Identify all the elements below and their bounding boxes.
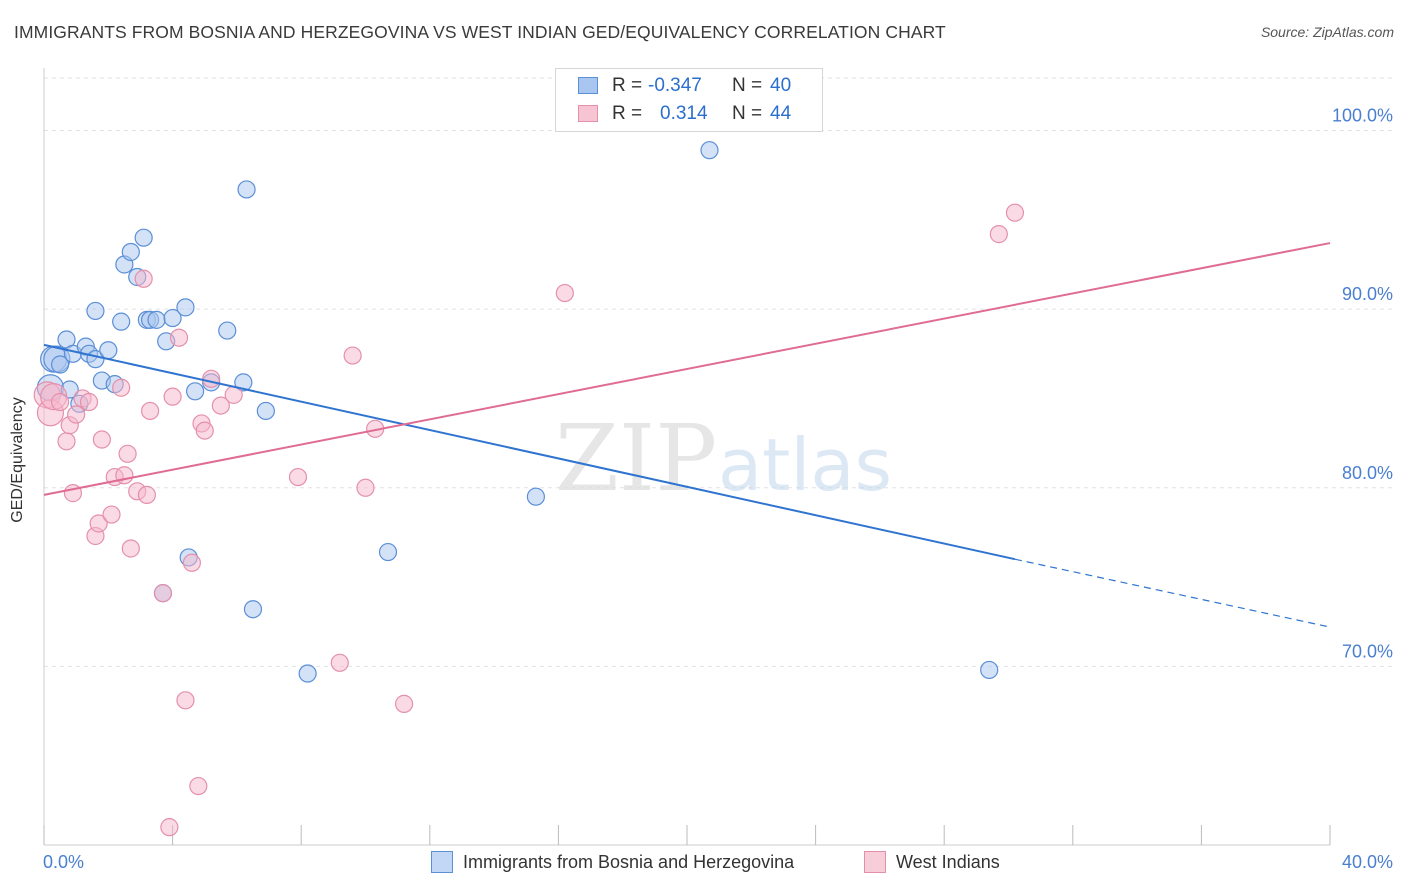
- data-point: [112, 312, 131, 331]
- data-point: [980, 660, 999, 680]
- data-point: [134, 269, 153, 288]
- data-point: [526, 487, 545, 506]
- stats-swatch-blue: [578, 77, 598, 94]
- legend-label-west-indians: West Indians: [896, 852, 1000, 872]
- source-label: Source: ZipAtlas.com: [1260, 24, 1394, 40]
- data-point: [700, 141, 719, 160]
- watermark-atlas: atlas: [718, 423, 892, 507]
- stats-r-value: -0.347: [648, 75, 702, 96]
- stats-r-label: R =: [612, 103, 643, 124]
- data-point: [92, 430, 111, 449]
- data-point: [67, 405, 86, 424]
- data-point: [176, 691, 195, 710]
- data-point: [186, 382, 205, 401]
- series-bosnia-points: [36, 141, 999, 683]
- data-point: [86, 301, 105, 321]
- data-point: [378, 542, 398, 562]
- data-point: [160, 818, 179, 837]
- trend-line-west-indians: [43, 242, 1331, 496]
- legend-item-west-indians[interactable]: West Indians: [864, 851, 1000, 873]
- data-point: [99, 341, 118, 360]
- trend-lines: [43, 242, 1331, 628]
- chart-title: IMMIGRANTS FROM BOSNIA AND HERZEGOVINA V…: [14, 22, 946, 42]
- data-point: [330, 653, 349, 672]
- data-point: [57, 432, 76, 451]
- trend-line-bosnia-extension: [1014, 558, 1331, 628]
- data-point: [112, 378, 131, 397]
- data-point: [202, 369, 221, 388]
- data-point: [343, 346, 362, 365]
- watermark-zip: ZIP: [555, 405, 717, 512]
- x-axis-min-label: 0.0%: [43, 852, 85, 872]
- stats-r-value: 0.314: [660, 103, 708, 124]
- data-point: [89, 514, 108, 533]
- data-point: [356, 478, 375, 497]
- grid-lines: [44, 77, 1392, 667]
- data-point: [989, 225, 1008, 244]
- data-point: [121, 539, 140, 558]
- data-point: [102, 505, 121, 524]
- data-point: [163, 308, 182, 328]
- data-point: [288, 467, 308, 487]
- data-point: [50, 392, 70, 412]
- legend-label-bosnia: Immigrants from Bosnia and Herzegovina: [463, 852, 795, 872]
- y-tick-label: 90.0%: [1342, 284, 1393, 304]
- axes: [43, 68, 1331, 846]
- legend-item-bosnia[interactable]: Immigrants from Bosnia and Herzegovina: [431, 851, 794, 873]
- y-tick-label: 80.0%: [1342, 463, 1393, 483]
- data-point: [555, 283, 574, 303]
- y-tick-label: 100.0%: [1332, 106, 1393, 126]
- y-tick-label: 70.0%: [1342, 641, 1393, 661]
- stats-box: R = -0.347 N = 40 R = 0.314 N = 44: [555, 68, 823, 132]
- series-west-indians-points: [33, 203, 1025, 837]
- data-point: [298, 664, 317, 683]
- data-point: [256, 401, 275, 421]
- data-point: [121, 242, 140, 262]
- data-point: [195, 421, 214, 440]
- data-point: [237, 180, 256, 199]
- watermark: ZIP atlas: [555, 405, 892, 512]
- legend-swatch-blue: [431, 851, 453, 873]
- data-point: [182, 553, 201, 572]
- data-point: [147, 310, 166, 329]
- data-point: [134, 228, 153, 247]
- data-point: [1005, 203, 1025, 222]
- data-point: [153, 584, 173, 603]
- data-point: [189, 776, 208, 796]
- stats-n-value: 40: [770, 75, 792, 96]
- x-axis-max-label: 40.0%: [1341, 852, 1393, 872]
- data-point: [176, 298, 195, 317]
- data-point: [234, 373, 253, 392]
- y-tick-labels: 70.0% 80.0% 90.0% 100.0%: [1332, 106, 1393, 662]
- data-point: [79, 392, 99, 412]
- data-point: [169, 328, 189, 347]
- data-point: [140, 401, 160, 421]
- stats-r-label: R =: [612, 75, 643, 96]
- stats-n-value: 44: [770, 103, 792, 124]
- data-point: [218, 321, 237, 340]
- data-point: [211, 396, 230, 415]
- data-point: [137, 485, 156, 505]
- data-point: [118, 444, 137, 463]
- data-point: [394, 694, 414, 713]
- stats-n-label: N =: [732, 103, 763, 124]
- stats-swatch-pink: [578, 105, 598, 122]
- data-point: [243, 600, 263, 619]
- data-point: [163, 387, 182, 406]
- legend-swatch-pink: [864, 851, 886, 873]
- trend-line-bosnia: [43, 343, 1016, 561]
- stats-n-label: N =: [732, 75, 763, 96]
- data-point: [50, 355, 70, 374]
